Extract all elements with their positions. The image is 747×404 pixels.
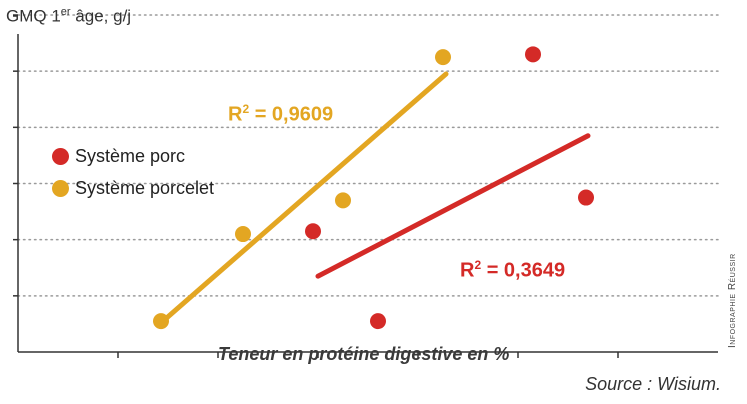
point-porc-3 — [578, 189, 594, 206]
r2-annotation-porcelet: R2 = 0,9609 — [228, 102, 334, 126]
legend-marker-porc — [52, 147, 69, 165]
legend-label-porc: Système porc — [75, 145, 186, 166]
r2-annotation-porc: R2 = 0,3649 — [460, 258, 566, 282]
point-porc-2 — [525, 46, 541, 63]
point-porc-1 — [370, 313, 386, 330]
legend: Système porc Système porcelet — [52, 140, 214, 204]
x-axis-label: Teneur en protéine digestive en % — [218, 344, 510, 364]
infographic-credit: Infographie Réussir — [727, 253, 738, 348]
point-porcelet-2 — [335, 192, 351, 209]
y-axis-label: GMQ 1er âge, g/j — [6, 6, 132, 26]
legend-item-porc: Système porc — [52, 140, 214, 172]
point-porcelet-3 — [435, 49, 451, 66]
legend-marker-porcelet — [52, 179, 69, 197]
point-porcelet-1 — [235, 226, 251, 243]
trendline-porcelet — [160, 71, 449, 324]
point-porc-0 — [305, 223, 321, 240]
trendline-porc — [315, 133, 591, 279]
source-note: Source : Wisium. — [585, 374, 721, 394]
legend-label-porcelet: Système porcelet — [75, 177, 215, 198]
legend-item-porcelet: Système porcelet — [52, 172, 214, 204]
point-porcelet-0 — [153, 313, 169, 330]
